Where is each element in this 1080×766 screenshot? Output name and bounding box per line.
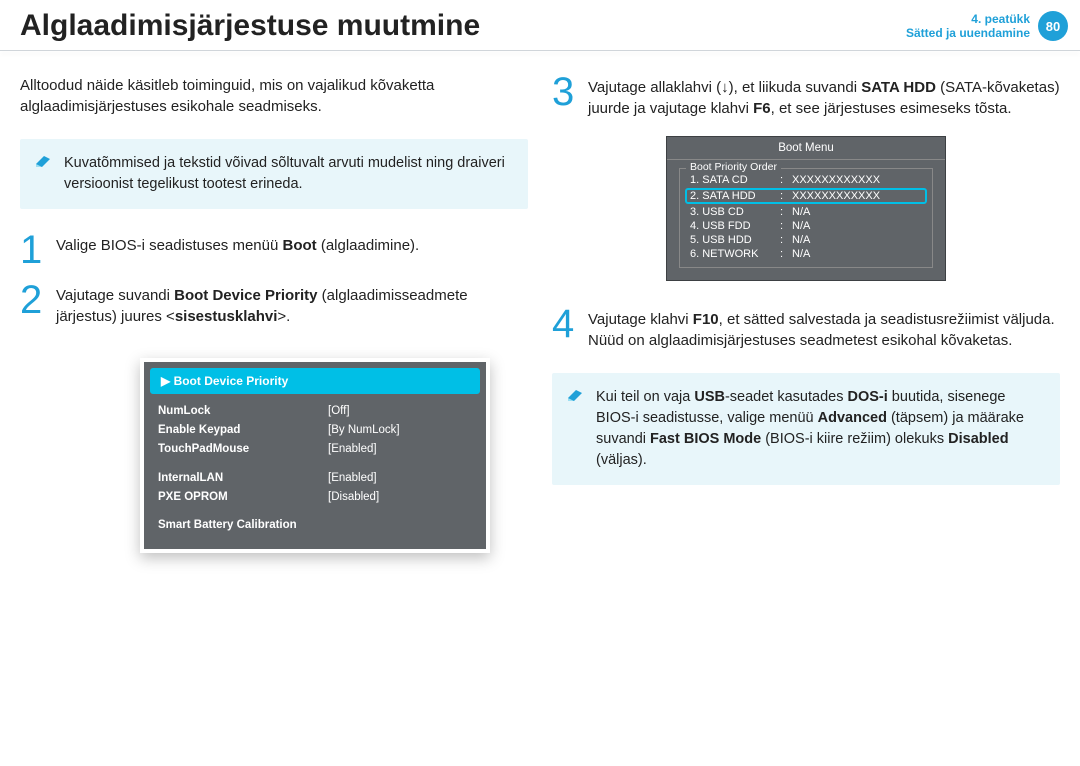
note-icon [34, 154, 52, 168]
bios-val: Off [328, 402, 350, 421]
right-column: 3 Vajutage allaklahvi (↓), et liikuda su… [552, 75, 1060, 553]
step-num-1: 1 [20, 233, 46, 267]
bios-row: NumLockOff [158, 402, 472, 421]
bios-row: PXE OPROMDisabled [158, 488, 472, 507]
page-header: Alglaadimisjärjestuse muutmine 4. peatük… [0, 0, 1080, 48]
boot-menu-screenshot: Boot Menu Boot Priority Order 1. SATA CD… [666, 136, 946, 281]
boot-menu-label: 1. SATA CD [690, 174, 780, 186]
boot-menu-fieldset: Boot Priority Order 1. SATA CD:XXXXXXXXX… [679, 168, 933, 268]
header-right: 4. peatükk Sätted ja uuendamine 80 [906, 11, 1080, 41]
boot-menu-row: 2. SATA HDD:XXXXXXXXXXXX [685, 188, 927, 204]
boot-menu-row: 4. USB FDD:N/A [688, 219, 924, 233]
intro-text: Alltoodud näide käsitleb toiminguid, mis… [20, 75, 528, 117]
bios-row: TouchPadMouseEnabled [158, 440, 472, 459]
step-1: 1 Valige BIOS-i seadistuses menüü Boot (… [20, 233, 528, 267]
bios-key: PXE OPROM [158, 488, 328, 507]
step-4-text: Vajutage klahvi F10, et sätted salvestad… [588, 307, 1060, 352]
boot-menu-label: 2. SATA HDD [690, 190, 780, 202]
boot-menu-row: 6. NETWORK:N/A [688, 247, 924, 261]
boot-menu-legend: Boot Priority Order [686, 161, 781, 173]
boot-menu-val: N/A [792, 234, 810, 246]
boot-menu-val: N/A [792, 206, 810, 218]
note-icon [566, 388, 584, 402]
step-1-text: Valige BIOS-i seadistuses menüü Boot (al… [56, 233, 419, 267]
boot-menu-label: 4. USB FDD [690, 220, 780, 232]
note-text-2: Kui teil on vaja USB-seadet kasutades DO… [596, 389, 1024, 468]
step-num-2: 2 [20, 283, 46, 328]
boot-menu-row: 1. SATA CD:XXXXXXXXXXXX [688, 173, 924, 187]
bios-body: NumLockOffEnable KeypadBy NumLockTouchPa… [144, 396, 486, 550]
boot-menu-val: N/A [792, 220, 810, 232]
bios-val: Enabled [328, 440, 377, 459]
note-box-1: Kuvatõmmised ja tekstid võivad sõltuvalt… [20, 139, 528, 209]
chapter-label: 4. peatükk [906, 12, 1030, 26]
bios-val: By NumLock [328, 421, 400, 440]
boot-menu-label: 6. NETWORK [690, 248, 780, 260]
bios-smart-battery: Smart Battery Calibration [158, 516, 328, 535]
step-2-text: Vajutage suvandi Boot Device Priority (a… [56, 283, 528, 328]
bios-screenshot: ▶ Boot Device Priority NumLockOffEnable … [140, 358, 490, 554]
content-columns: Alltoodud näide käsitleb toiminguid, mis… [0, 51, 1080, 553]
bios-key: NumLock [158, 402, 328, 421]
boot-menu-row: 3. USB CD:N/A [688, 205, 924, 219]
note-text-1: Kuvatõmmised ja tekstid võivad sõltuvalt… [64, 155, 505, 192]
bios-row: InternalLANEnabled [158, 469, 472, 488]
bios-row: Enable KeypadBy NumLock [158, 421, 472, 440]
step-3: 3 Vajutage allaklahvi (↓), et liikuda su… [552, 75, 1060, 120]
step-4: 4 Vajutage klahvi F10, et sätted salvest… [552, 307, 1060, 352]
boot-menu-label: 3. USB CD [690, 206, 780, 218]
bios-highlighted-row: ▶ Boot Device Priority [150, 368, 480, 394]
page-number-badge: 80 [1038, 11, 1068, 41]
section-label: Sätted ja uuendamine [906, 26, 1030, 40]
bios-key: InternalLAN [158, 469, 328, 488]
boot-menu-val: XXXXXXXXXXXX [792, 174, 880, 186]
bios-key: TouchPadMouse [158, 440, 328, 459]
note-box-2: Kui teil on vaja USB-seadet kasutades DO… [552, 373, 1060, 485]
boot-menu-val: XXXXXXXXXXXX [792, 190, 880, 202]
boot-menu-label: 5. USB HDD [690, 234, 780, 246]
boot-menu-row: 5. USB HDD:N/A [688, 233, 924, 247]
boot-menu-title: Boot Menu [667, 137, 945, 160]
step-2: 2 Vajutage suvandi Boot Device Priority … [20, 283, 528, 328]
bios-val: Enabled [328, 469, 377, 488]
header-meta: 4. peatükk Sätted ja uuendamine [906, 12, 1030, 41]
bios-key: Enable Keypad [158, 421, 328, 440]
left-column: Alltoodud näide käsitleb toiminguid, mis… [20, 75, 528, 553]
step-num-3: 3 [552, 75, 578, 120]
bios-val: Disabled [328, 488, 379, 507]
step-3-text: Vajutage allaklahvi (↓), et liikuda suva… [588, 75, 1060, 120]
page-title: Alglaadimisjärjestuse muutmine [20, 9, 480, 43]
step-num-4: 4 [552, 307, 578, 352]
boot-menu-val: N/A [792, 248, 810, 260]
